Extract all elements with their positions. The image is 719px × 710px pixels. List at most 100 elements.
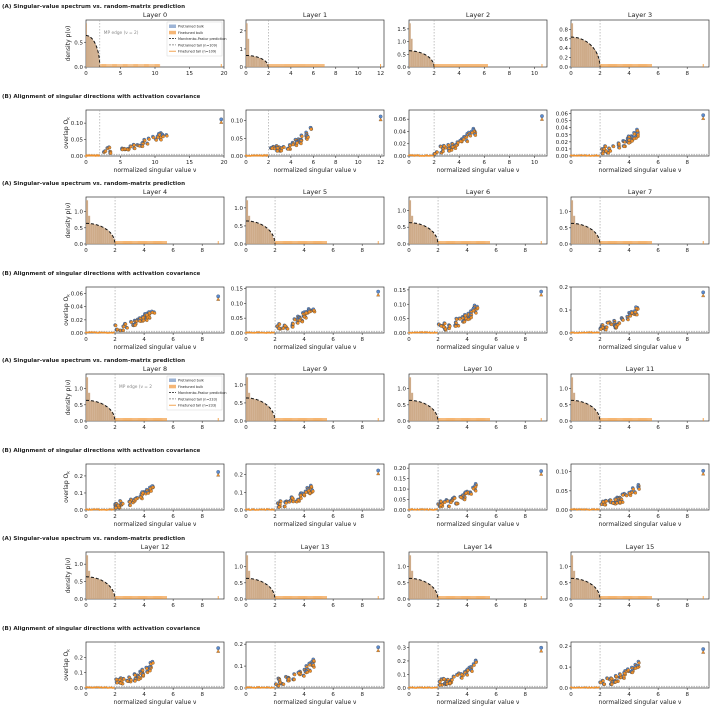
overlap-xlabel: normalized singular value ν — [437, 344, 520, 351]
panel-title: Layer 3 — [628, 11, 652, 19]
finetuned-tail-point — [450, 678, 454, 682]
finetuned-tail-point — [610, 682, 614, 686]
section-title-b: (B) Alignment of singular directions wit… — [2, 94, 201, 100]
finetuned-tail-point — [458, 317, 462, 321]
density-panel-ytick-label: 1.0 — [234, 206, 243, 212]
density-panel-xtick-label: 2 — [436, 603, 440, 609]
density-panel-xtick-label: 0 — [244, 425, 248, 431]
bulk-bar — [415, 579, 418, 599]
bulk-bar — [90, 577, 93, 599]
density-panel-ytick-label: 0.0 — [397, 597, 406, 603]
overlap-panel-xtick-label: 6 — [656, 160, 660, 166]
finetuned-outlier — [376, 292, 381, 297]
overlap-panel-ytick-label: 0.04 — [71, 305, 84, 311]
bulk-point — [435, 508, 438, 510]
bulk-bar — [248, 570, 251, 599]
finetuned-tail-point — [456, 324, 461, 328]
panel-title: Layer 14 — [464, 543, 492, 551]
finetuned-tail-point — [150, 310, 155, 315]
overlap-panel-xtick-label: 2 — [598, 692, 602, 698]
density-panel-xtick-label: 6 — [312, 71, 316, 77]
bulk-bar — [431, 409, 434, 421]
finetuned-tail-point — [125, 147, 130, 152]
density-panel-ytick-label: 0.5 — [397, 581, 406, 587]
finetuned-tail-point — [129, 144, 133, 149]
bulk-bar — [86, 35, 88, 67]
finetuned-tail-point — [633, 310, 637, 314]
density-panel-xtick-label: 8 — [685, 603, 689, 609]
overlap-panel-xtick-label: 0 — [407, 337, 411, 343]
finetuned-tail-point — [299, 496, 303, 501]
bulk-bar — [108, 586, 111, 599]
bulk-bar — [262, 582, 265, 599]
bulk-bar — [110, 234, 113, 244]
overlap-xlabel: normalized singular value ν — [274, 699, 357, 706]
bulk-bar — [413, 222, 416, 244]
overlap-panel-ytick-label: 0.01 — [556, 147, 568, 153]
overlap-panel-xtick-label: 0 — [84, 337, 88, 343]
density-panel-xtick-label: 4 — [302, 425, 306, 431]
bulk-bar — [260, 224, 263, 244]
density-panel-xtick-label: 8 — [685, 425, 689, 431]
legend-swatch — [169, 30, 176, 35]
bulk-bar — [581, 580, 584, 599]
bulk-bar — [252, 56, 255, 67]
bulk-bar — [88, 36, 90, 67]
finetuned-tail-point — [470, 131, 474, 135]
finetuned-tail-point — [599, 680, 603, 685]
finetuned-tail-point — [128, 503, 132, 508]
bulk-bar — [254, 222, 257, 244]
bulk-bar — [595, 411, 598, 421]
panel-title: Layer 13 — [301, 543, 329, 551]
finetuned-tail-point — [133, 673, 137, 677]
bulk-bar — [415, 223, 418, 244]
finetuned-tail-point — [453, 496, 457, 500]
pretrained-outlier — [376, 645, 381, 650]
bulk-bar — [104, 228, 107, 244]
density-panel-xtick-label: 2 — [432, 71, 436, 77]
bulk-bar — [98, 225, 101, 244]
finetuned-tail-point — [435, 150, 439, 154]
density-panel-ytick-label: 0.0 — [234, 242, 243, 248]
bulk-bar — [88, 215, 91, 244]
density-panel-xtick-label: 8 — [360, 248, 364, 254]
overlap-panel-ytick-label: 0.00 — [71, 331, 84, 337]
overlap-panel-xtick-label: 4 — [302, 692, 306, 698]
finetuned-tail-point — [472, 663, 476, 667]
finetuned-tail-point — [292, 677, 296, 682]
bulk-bar — [432, 62, 435, 67]
finetuned-tail-point — [151, 661, 155, 665]
density-panel-xtick-label: 4 — [627, 425, 631, 431]
mp-curve — [409, 399, 439, 422]
overlap-panel-ytick-label: 0.05 — [394, 498, 407, 504]
overlap-panel-ytick-label: 0.2 — [559, 285, 568, 291]
overlap-panel-ytick-label: 0.1 — [234, 490, 243, 496]
density-panel-xtick-label: 0 — [569, 603, 573, 609]
overlap-panel-ytick-label: 0.02 — [556, 140, 568, 146]
finetuned-tail-point — [617, 142, 621, 146]
bulk-bar — [96, 402, 99, 421]
bulk-bar — [92, 40, 94, 67]
finetuned-tail-point — [145, 670, 150, 675]
density-panel-xtick-label: 8 — [523, 248, 527, 254]
bulk-bar — [272, 593, 276, 599]
overlap-panel-xtick-label: 12 — [377, 160, 384, 166]
finetuned-tail-point — [630, 670, 635, 675]
overlap-panel-ytick-label: 0.15 — [394, 288, 407, 294]
bulk-bar — [260, 581, 263, 599]
bulk-bar — [256, 580, 259, 599]
finetuned-tail-point — [295, 141, 299, 145]
overlap-panel-xtick-label: 4 — [302, 337, 306, 343]
bulk-bar — [96, 225, 99, 244]
finetuned-tail-point — [632, 137, 636, 141]
bulk-point — [435, 686, 438, 689]
finetuned-tail-point — [291, 322, 295, 326]
bulk-bar — [100, 403, 103, 421]
overlap-panel-ytick-label: 0.05 — [556, 489, 569, 495]
bulk-bar — [102, 227, 105, 244]
density-panel-ytick-label: 0.0 — [234, 419, 243, 425]
overlap-panel-xtick-label: 2 — [598, 160, 602, 166]
density-panel-ytick-label: 0.5 — [559, 581, 568, 587]
overlap-panel-frame — [570, 109, 710, 157]
finetuned-tail-point — [448, 324, 452, 328]
